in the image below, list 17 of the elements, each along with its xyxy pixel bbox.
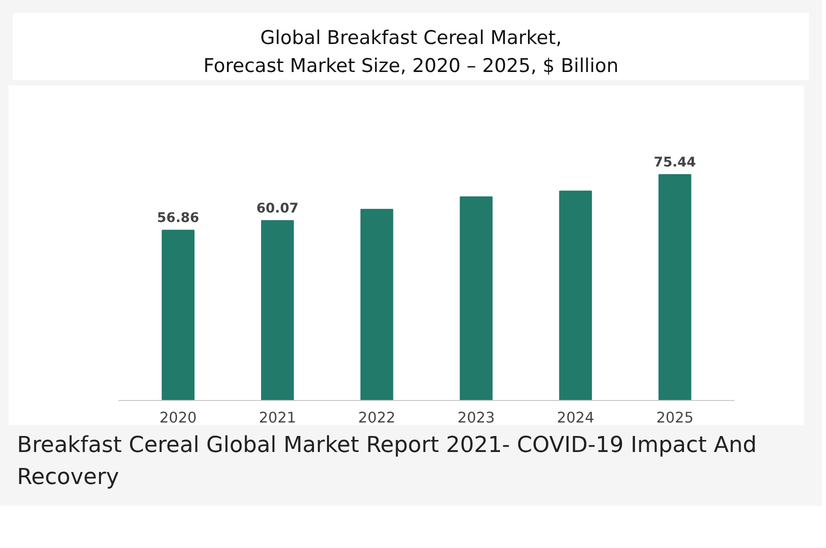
bar <box>658 174 692 401</box>
data-label: 75.44 <box>654 156 696 171</box>
data-label: 60.07 <box>256 202 299 217</box>
x-tick-label: 2025 <box>656 410 694 427</box>
x-tick-label: 2024 <box>556 410 594 427</box>
bar <box>559 190 592 401</box>
chart-title: Global Breakfast Cereal Market, Forecast Market Size, 2020 – 2025, $ Billion <box>203 26 619 79</box>
bar <box>360 209 394 401</box>
x-tick-label: 2021 <box>258 410 296 427</box>
x-tick-label: 2020 <box>159 410 197 427</box>
x-tick-label: 2022 <box>358 410 396 427</box>
data-label: 56.86 <box>157 211 200 226</box>
text: Breakfast Cereal Global Market Report 2021- COVID-19 Impact And Recovery <box>17 432 758 492</box>
x-tick-label: 2023 <box>458 410 495 427</box>
bar <box>162 230 195 401</box>
bar <box>261 220 294 401</box>
bar <box>460 196 493 401</box>
